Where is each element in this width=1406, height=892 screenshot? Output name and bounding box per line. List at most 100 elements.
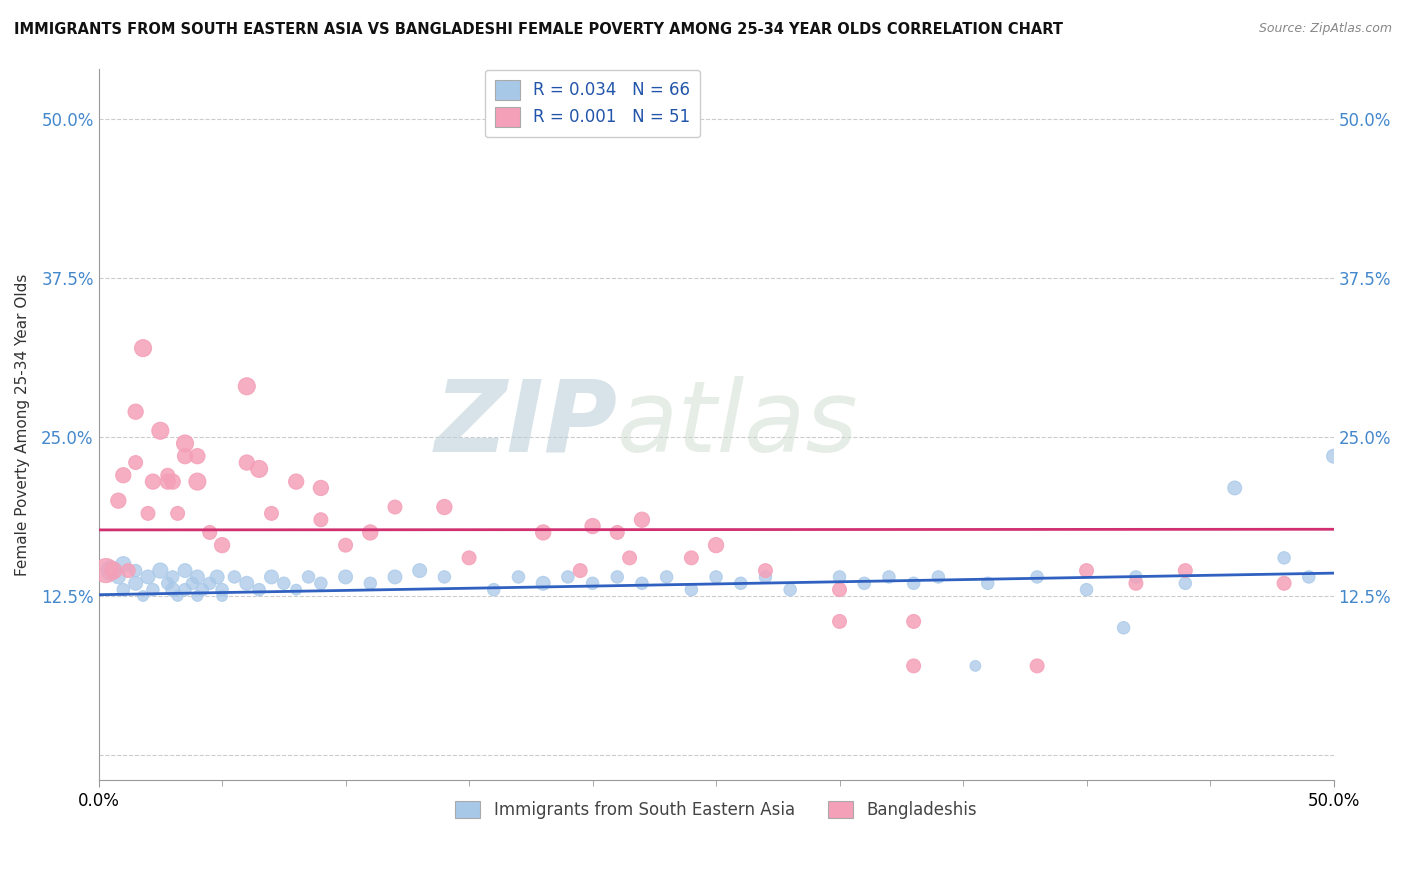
Point [174,582,197,597]
Point [903,659,925,673]
Point [211,582,233,597]
Text: ZIP: ZIP [434,376,617,473]
Point [198,576,221,591]
Point [569,564,592,578]
Point [162,475,184,489]
Point [136,570,159,584]
Point [531,576,554,591]
Point [136,507,159,521]
Point [124,564,146,578]
Point [100,564,122,578]
Point [619,550,641,565]
Point [236,379,259,393]
Point [285,582,308,597]
Point [260,570,283,584]
Point [531,525,554,540]
Point [853,576,876,591]
Point [1076,564,1098,578]
Point [903,615,925,629]
Point [1272,550,1295,565]
Point [384,500,406,514]
Y-axis label: Female Poverty Among 25-34 Year Olds: Female Poverty Among 25-34 Year Olds [15,273,30,575]
Point [191,582,214,597]
Point [174,564,197,578]
Point [681,550,703,565]
Point [433,570,456,584]
Point [1174,576,1197,591]
Point [1026,659,1049,673]
Point [198,525,221,540]
Legend: Immigrants from South Eastern Asia, Bangladeshis: Immigrants from South Eastern Asia, Bang… [449,794,984,825]
Point [730,576,752,591]
Point [211,538,233,552]
Point [236,576,259,591]
Point [166,507,188,521]
Point [107,493,129,508]
Point [828,615,851,629]
Point [828,570,851,584]
Point [149,564,172,578]
Point [508,570,530,584]
Text: Source: ZipAtlas.com: Source: ZipAtlas.com [1258,22,1392,36]
Point [681,582,703,597]
Point [927,570,949,584]
Text: IMMIGRANTS FROM SOUTH EASTERN ASIA VS BANGLADESHI FEMALE POVERTY AMONG 25-34 YEA: IMMIGRANTS FROM SOUTH EASTERN ASIA VS BA… [14,22,1063,37]
Point [754,564,776,578]
Point [260,507,283,521]
Point [1026,570,1049,584]
Point [174,436,197,450]
Point [433,500,456,514]
Point [297,570,319,584]
Point [132,589,155,603]
Point [704,538,727,552]
Point [631,513,654,527]
Point [247,582,270,597]
Point [1112,621,1135,635]
Point [359,525,381,540]
Point [1272,576,1295,591]
Point [309,576,332,591]
Point [606,570,628,584]
Point [557,570,579,584]
Point [156,576,179,591]
Point [124,576,146,591]
Point [335,538,357,552]
Point [186,570,208,584]
Point [581,576,603,591]
Point [247,462,270,476]
Point [236,456,259,470]
Point [335,570,357,584]
Point [124,456,146,470]
Point [1322,449,1344,463]
Point [828,582,851,597]
Point [977,576,1000,591]
Point [273,576,295,591]
Point [779,582,801,597]
Point [142,475,165,489]
Point [408,564,430,578]
Point [1174,564,1197,578]
Point [107,570,129,584]
Point [156,475,179,489]
Point [1125,570,1147,584]
Point [309,481,332,495]
Point [877,570,900,584]
Point [482,582,505,597]
Point [1223,481,1246,495]
Point [965,659,987,673]
Point [112,468,135,483]
Point [581,519,603,533]
Point [384,570,406,584]
Point [704,570,727,584]
Point [124,405,146,419]
Point [156,468,179,483]
Point [655,570,678,584]
Point [162,582,184,597]
Point [754,570,776,584]
Point [1298,570,1320,584]
Point [117,564,139,578]
Point [1076,582,1098,597]
Point [1125,576,1147,591]
Point [112,558,135,572]
Point [186,589,208,603]
